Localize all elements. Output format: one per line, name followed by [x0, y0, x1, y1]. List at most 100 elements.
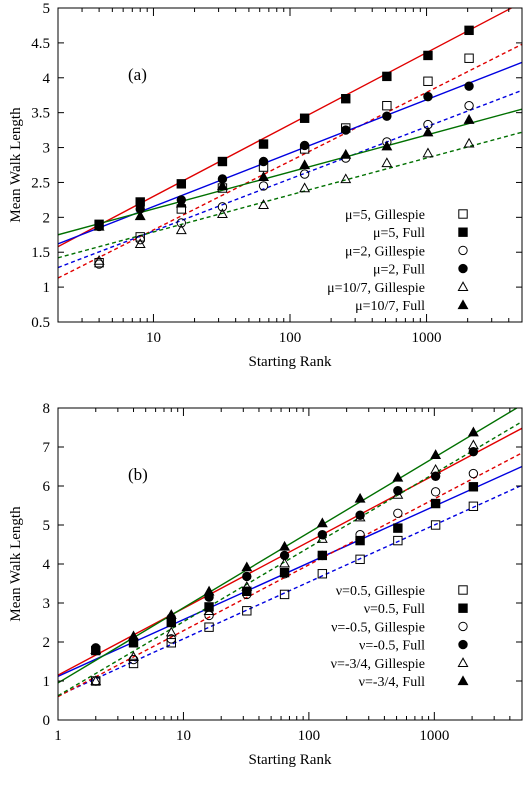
fit-lines — [58, 8, 522, 279]
data-point-s4-4 — [258, 199, 269, 209]
fit-line-0 — [58, 465, 522, 677]
data-point-s1-7 — [382, 71, 392, 82]
legend-label: ν=-0.5, Gillespie — [331, 620, 425, 635]
y-tick-label: 4 — [43, 71, 51, 87]
data-point-s0-4 — [242, 606, 252, 616]
fit-line-4 — [58, 108, 522, 236]
legend-label: μ=5, Gillespie — [345, 208, 425, 223]
legend-marker-5 — [457, 299, 469, 310]
x-tick-label: 100 — [279, 330, 302, 346]
data-point-s1-2 — [176, 179, 187, 189]
data-point-s3-5 — [299, 140, 310, 151]
fit-line-0 — [58, 8, 513, 248]
data-point-s4-2 — [165, 626, 177, 637]
legend-marker-3 — [458, 263, 468, 274]
data-point-s4-0 — [90, 675, 102, 686]
legend-label: ν=0.5, Full — [364, 602, 425, 617]
y-tick-label: 5 — [43, 518, 51, 534]
series-5 — [90, 426, 479, 654]
data-point-s2-1 — [135, 234, 145, 245]
data-point-s5-1 — [128, 630, 139, 641]
data-point-s0-6 — [317, 569, 328, 579]
legend-marker-4 — [457, 281, 469, 291]
data-point-s2-8 — [393, 508, 403, 518]
data-point-s4-5 — [279, 557, 291, 568]
data-point-s0-7 — [382, 100, 392, 111]
data-point-s5-1 — [134, 210, 146, 221]
x-tick-label: 10 — [176, 728, 191, 744]
y-tick-label: 4.5 — [31, 36, 50, 52]
series-1 — [94, 25, 474, 230]
data-point-s5-4 — [258, 171, 269, 182]
data-point-s5-6 — [340, 148, 352, 159]
y-tick-label: 4 — [43, 557, 51, 573]
y-tick-label: 1 — [43, 280, 51, 296]
legend-marker-0 — [458, 209, 468, 219]
data-point-s2-4 — [258, 181, 269, 191]
data-point-s3-4 — [258, 156, 269, 167]
data-point-s4-4 — [241, 580, 253, 591]
legend-marker-1 — [458, 603, 468, 613]
data-point-s1-8 — [423, 50, 433, 61]
data-point-s3-9 — [430, 471, 441, 481]
y-tick-label: 0.5 — [31, 315, 50, 331]
legend-marker-0 — [458, 585, 468, 595]
series-2 — [94, 100, 474, 269]
data-point-s4-3 — [203, 605, 215, 615]
data-point-s1-7 — [355, 535, 365, 546]
legend-marker-1 — [458, 227, 468, 237]
fit-lines — [58, 408, 522, 698]
data-point-s0-10 — [468, 501, 479, 511]
data-point-s3-6 — [341, 125, 351, 135]
data-point-s0-8 — [423, 76, 433, 86]
data-point-s0-7 — [355, 554, 365, 565]
x-axis-label: Starting Rank — [249, 752, 332, 768]
y-tick-label: 7 — [43, 440, 51, 456]
data-point-s5-0 — [90, 644, 102, 654]
data-point-s0-2 — [166, 638, 176, 648]
series-4 — [93, 137, 475, 265]
data-point-s4-9 — [463, 137, 475, 148]
data-point-s0-1 — [135, 232, 145, 242]
data-point-s1-3 — [217, 156, 228, 167]
fit-line-3 — [58, 89, 522, 269]
legend-label: μ=10/7, Gillespie — [327, 281, 425, 296]
x-tick-label: 1000 — [412, 330, 442, 346]
series-4 — [90, 439, 479, 686]
data-point-s4-1 — [134, 238, 146, 249]
data-point-s1-4 — [242, 586, 252, 596]
data-point-s4-3 — [216, 208, 228, 219]
y-tick-label: 2 — [43, 210, 51, 226]
data-point-s4-8 — [392, 488, 404, 499]
legend-marker-5 — [457, 675, 469, 686]
data-point-s0-9 — [430, 520, 441, 530]
data-point-s0-8 — [393, 535, 403, 546]
data-point-s2-5 — [299, 169, 310, 179]
legend-label: μ=2, Full — [373, 263, 425, 278]
data-point-s2-6 — [317, 550, 328, 561]
data-point-s4-10 — [467, 439, 479, 450]
data-point-s1-4 — [258, 139, 269, 149]
data-point-s2-3 — [217, 202, 228, 212]
data-point-s5-8 — [422, 126, 434, 137]
data-point-s5-0 — [93, 220, 105, 231]
chart-panel-a: 0.5 1 1.5 2 2.5 3 3.5 4 4.5 5 10 100 1000 Starting Ra… — [8, 1, 523, 370]
data-point-s5-10 — [467, 426, 479, 437]
data-point-s0-9 — [464, 53, 474, 63]
series-5 — [93, 114, 475, 231]
data-point-s5-7 — [381, 140, 393, 151]
fit-line-1 — [58, 484, 522, 697]
legend: ν=0.5, Gillespie ν=0.5, Full ν=-0.5, Gille… — [331, 584, 469, 690]
data-point-s2-2 — [166, 634, 176, 644]
data-point-s2-7 — [355, 530, 365, 540]
legend-label: μ=5, Full — [373, 226, 425, 241]
data-point-s5-8 — [392, 471, 404, 482]
y-tick-label: 2 — [43, 635, 51, 651]
panel-label: (a) — [128, 65, 147, 84]
data-point-s1-9 — [430, 498, 441, 509]
y-tick-label: 3.5 — [31, 106, 50, 122]
fit-line-5 — [58, 421, 522, 697]
data-point-s3-4 — [242, 571, 252, 582]
data-point-s3-7 — [382, 111, 392, 121]
data-point-s2-9 — [430, 487, 441, 497]
